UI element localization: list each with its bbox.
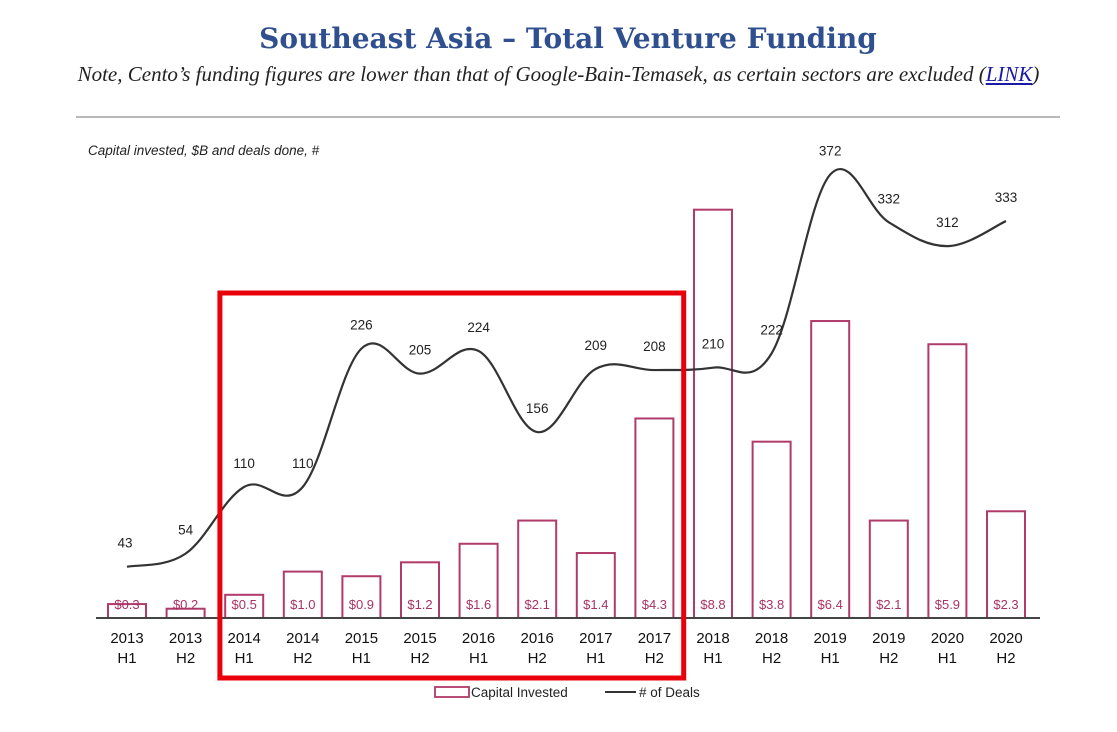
x-tick-year: 2016 — [462, 630, 495, 647]
capital-bar-label: $2.1 — [525, 597, 550, 612]
x-tick-half: H2 — [410, 650, 429, 667]
note-close-paren: ) — [1032, 62, 1040, 86]
deals-data-label: 333 — [995, 190, 1018, 205]
deals-data-label: 54 — [178, 523, 194, 538]
x-tick-year: 2017 — [638, 630, 671, 647]
deals-data-label: 209 — [585, 338, 608, 353]
legend-bar-swatch — [434, 686, 470, 698]
capital-bar — [810, 320, 851, 619]
x-tick-half: H2 — [645, 650, 664, 667]
deals-line — [126, 167, 1007, 568]
capital-bar — [751, 440, 792, 619]
capital-bar-label: $1.0 — [290, 597, 315, 612]
x-tick-half: H1 — [235, 650, 254, 667]
x-tick-half: H2 — [879, 650, 898, 667]
x-tick-half: H1 — [117, 650, 136, 667]
source-link[interactable]: LINK — [985, 62, 1033, 86]
x-tick-year: 2019 — [814, 630, 847, 647]
x-tick-half: H1 — [938, 650, 957, 667]
x-tick-year: 2019 — [872, 630, 905, 647]
capital-bar-label: $1.4 — [583, 597, 608, 612]
capital-bar-label: $4.3 — [642, 597, 667, 612]
capital-bar-label: $0.5 — [232, 597, 257, 612]
legend-deals-label: # of Deals — [639, 685, 700, 700]
deals-data-label: 312 — [936, 215, 959, 230]
chart-subtitle: Capital invested, $B and deals done, # — [88, 143, 320, 158]
capital-bar — [575, 552, 616, 619]
capital-bar-label: $1.2 — [407, 597, 432, 612]
legend-capital-label: Capital Invested — [471, 685, 568, 700]
x-tick-year: 2017 — [579, 630, 612, 647]
capital-bar — [868, 519, 909, 619]
capital-bar-label: $0.3 — [114, 597, 139, 612]
capital-bar-label: $2.3 — [993, 597, 1018, 612]
x-tick-half: H1 — [352, 650, 371, 667]
deals-data-label: 372 — [819, 144, 842, 159]
x-tick-year: 2020 — [989, 630, 1022, 647]
capital-bar — [634, 417, 675, 620]
capital-bar — [458, 542, 499, 620]
deals-data-label: 210 — [702, 337, 725, 352]
x-tick-half: H1 — [821, 650, 840, 667]
capital-bar-label: $3.8 — [759, 597, 784, 612]
x-tick-half: H2 — [528, 650, 547, 667]
highlight-box — [217, 290, 687, 681]
capital-bar-label: $2.1 — [876, 597, 901, 612]
x-tick-year: 2016 — [521, 630, 554, 647]
x-tick-year: 2020 — [931, 630, 964, 647]
deals-data-label: 208 — [643, 339, 666, 354]
x-tick-year: 2014 — [228, 630, 261, 647]
x-tick-year: 2018 — [755, 630, 788, 647]
deals-data-label: 110 — [233, 456, 255, 471]
x-tick-year: 2018 — [696, 630, 729, 647]
capital-bar — [341, 575, 382, 619]
page-title: Southeast Asia – Total Venture Funding — [259, 22, 877, 55]
x-tick-half: H1 — [469, 650, 488, 667]
capital-bar-label: $5.9 — [935, 597, 960, 612]
x-tick-half: H1 — [586, 650, 605, 667]
x-tick-half: H2 — [176, 650, 195, 667]
capital-bar-label: $1.6 — [466, 597, 491, 612]
deals-data-label: 332 — [878, 191, 901, 206]
x-tick-year: 2013 — [169, 630, 202, 647]
x-tick-half: H2 — [293, 650, 312, 667]
x-tick-half: H2 — [996, 650, 1015, 667]
x-tick-half: H2 — [762, 650, 781, 667]
deals-data-label: 222 — [760, 322, 783, 337]
deals-data-label: 110 — [292, 456, 314, 471]
capital-bar — [927, 343, 968, 619]
capital-bar-label: $0.9 — [349, 597, 374, 612]
title-divider — [76, 116, 1060, 118]
deals-data-label: 43 — [117, 536, 132, 551]
x-tick-year: 2015 — [403, 630, 436, 647]
note-text: Note, Cento’s funding figures are lower … — [77, 62, 986, 86]
deals-data-label: 224 — [467, 320, 490, 335]
capital-bar-label: $0.2 — [173, 597, 198, 612]
capital-bar — [986, 510, 1026, 619]
funding-note: Note, Cento’s funding figures are lower … — [0, 62, 1117, 87]
x-tick-year: 2015 — [345, 630, 378, 647]
deals-data-label: 205 — [409, 343, 432, 358]
deals-data-label: 156 — [526, 401, 549, 416]
capital-bar — [693, 208, 733, 619]
x-tick-year: 2014 — [286, 630, 319, 647]
capital-bar-label: $6.4 — [818, 597, 843, 612]
capital-bar-label: $8.8 — [700, 597, 725, 612]
deals-data-label: 226 — [350, 318, 373, 333]
x-tick-year: 2013 — [110, 630, 143, 647]
x-tick-half: H1 — [703, 650, 722, 667]
